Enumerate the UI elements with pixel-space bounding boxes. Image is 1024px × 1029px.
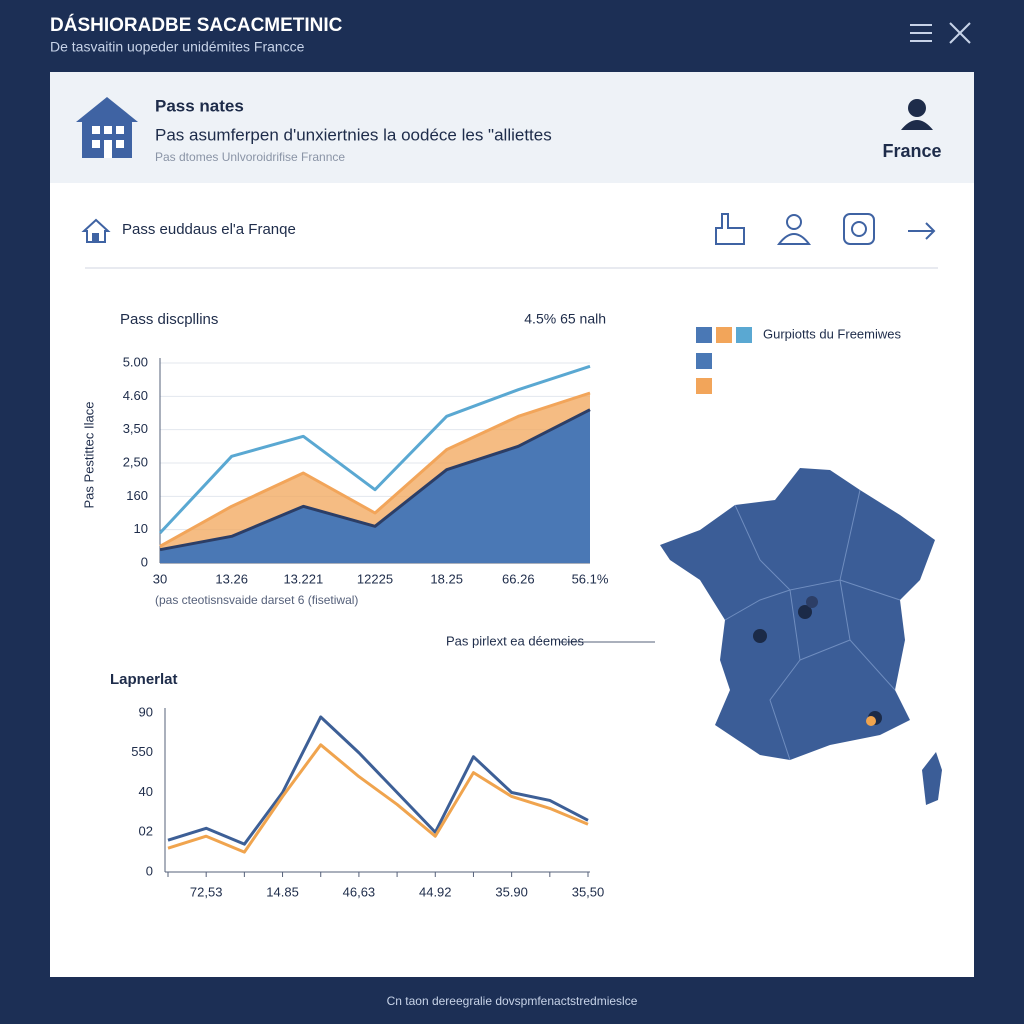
- person-icon[interactable]: [776, 214, 812, 245]
- x-axis-label: (pas cteotisnsvaide darset 6 (fisetiwal): [155, 593, 358, 607]
- app-subtitle: De tasvaitin uopeder unidémites Francce: [50, 39, 305, 55]
- card-subtitle: Pas dtomes Unlvoroidrifise Frannce: [155, 150, 345, 164]
- menu-button[interactable]: [910, 24, 932, 42]
- y-tick-label: 90: [139, 704, 153, 719]
- area-fill: [160, 409, 590, 563]
- y-axis-label: Pas Pestittec Ilace: [81, 402, 96, 509]
- y-tick-label: 5.00: [123, 354, 148, 369]
- x-tick-label: 14.85: [266, 884, 299, 899]
- x-tick-label: 35.90: [495, 884, 528, 899]
- y-tick-label: 0: [141, 554, 148, 569]
- x-tick-label: 13.221: [283, 571, 323, 586]
- x-tick-label: 18.25: [430, 571, 463, 586]
- y-tick-label: 4.60: [123, 388, 148, 403]
- x-tick-label: 13.26: [215, 571, 248, 586]
- card-title: Pass nates: [155, 96, 244, 115]
- map-annotation: Pas pirlext ea déemcies: [446, 633, 585, 648]
- chart-title: Pass discpllins: [120, 311, 218, 328]
- x-tick-label: 46,63: [343, 884, 376, 899]
- footer: Cn taon dereegralie dovspmfenactstredmie…: [387, 994, 638, 1008]
- y-tick-label: 3,50: [123, 421, 148, 436]
- y-tick-label: 160: [126, 488, 148, 503]
- y-tick-label: 40: [139, 784, 153, 799]
- series-line: [159, 391, 591, 548]
- legend-swatch: [696, 353, 712, 369]
- x-tick-label: 35,50: [572, 884, 605, 899]
- card: [50, 72, 974, 183]
- y-tick-label: 2,50: [123, 454, 148, 469]
- user-icon[interactable]: [901, 99, 933, 130]
- x-tick-label: 12225: [357, 571, 393, 586]
- x-tick-label: 44.92: [419, 884, 452, 899]
- legend-label: Gurpiotts du Freemiwes: [763, 326, 901, 341]
- series-line: [159, 408, 591, 552]
- series-line: [158, 364, 591, 535]
- location: France: [882, 141, 941, 161]
- camera-icon[interactable]: [843, 213, 875, 245]
- series-line: [167, 715, 589, 846]
- legend-swatch: [696, 378, 712, 394]
- x-tick-label: 56.1%: [572, 571, 609, 586]
- arrow-icon[interactable]: [908, 222, 936, 240]
- legend-swatch: [696, 327, 712, 343]
- legend-swatch: [736, 327, 752, 343]
- x-tick-label: 66.26: [502, 571, 535, 586]
- close-button[interactable]: [949, 22, 971, 44]
- series-line: [167, 743, 589, 854]
- y-tick-label: 10: [134, 521, 148, 536]
- y-tick-label: 0: [146, 863, 153, 878]
- y-tick-label: 550: [131, 744, 153, 759]
- app-title: DÁSHIORADBE SACACMETINIC: [50, 14, 343, 36]
- y-tick-label: 02: [139, 824, 153, 839]
- legend-swatch: [716, 327, 732, 343]
- france-map: [660, 468, 942, 805]
- x-tick-label: 30: [153, 571, 167, 586]
- building-icon: [76, 97, 138, 158]
- section-title: Pass euddaus el'a Franqe: [122, 221, 296, 238]
- chart-annotation: 4.5% 65 nalh: [524, 311, 606, 327]
- home-icon: [81, 218, 111, 243]
- x-tick-label: 72,53: [190, 884, 223, 899]
- hand-icon[interactable]: [715, 213, 745, 245]
- card-text: Pas asumferpen d'unxiertnies la oodéce l…: [155, 125, 552, 144]
- chart-title: Lapnerlat: [110, 671, 178, 688]
